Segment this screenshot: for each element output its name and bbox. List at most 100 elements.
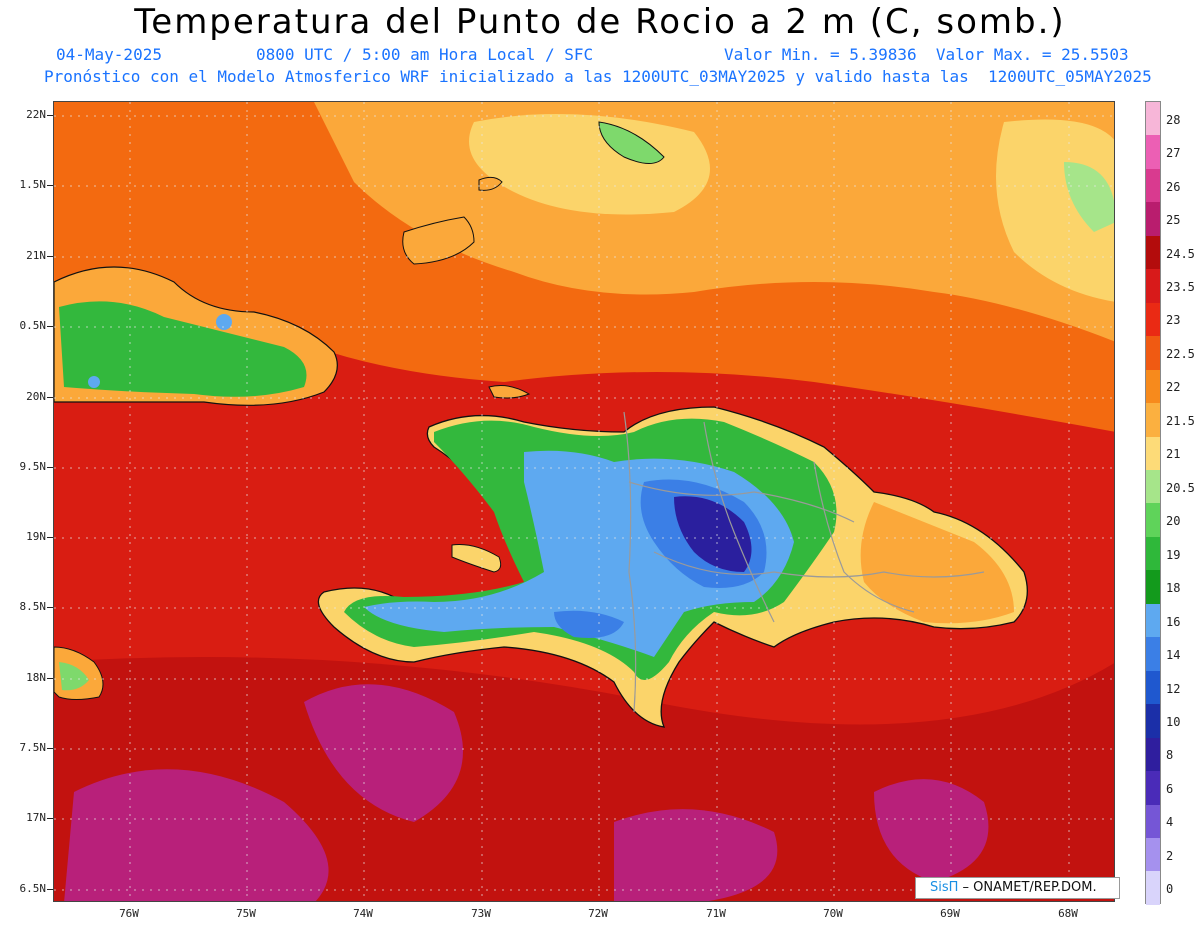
colorbar-swatch: [1146, 771, 1160, 805]
colorbar-swatch: [1146, 670, 1160, 705]
colorbar-label: 28: [1166, 112, 1181, 127]
magenta-patch: [874, 779, 989, 882]
magenta-patch: [304, 684, 463, 822]
colorbar-swatch: [1146, 503, 1160, 537]
model-info: Pronóstico con el Modelo Atmosferico WRF…: [44, 67, 1152, 86]
lat-tick: [47, 818, 53, 819]
sispi-logo: SisΠ: [930, 880, 959, 895]
colorbar-swatch: [1146, 804, 1160, 838]
lon-label: 72W: [588, 907, 608, 920]
lat-label: 1.5N: [19, 178, 47, 191]
colorbar-swatch: [1146, 704, 1160, 738]
credit-text: – ONAMET/REP.DOM.: [958, 880, 1097, 895]
colorbar-swatch: [1146, 737, 1160, 772]
colorbar-swatch: [1146, 536, 1160, 571]
cuba-blue-spot: [216, 314, 232, 330]
colorbar-label: 21.5: [1166, 413, 1195, 428]
colorbar-label: 23: [1166, 313, 1181, 328]
lat-tick: [47, 115, 53, 116]
lat-label: 8.5N: [19, 600, 47, 613]
colorbar-swatch: [1146, 102, 1160, 136]
north-yellow: [469, 114, 710, 215]
colorbar-swatch: [1146, 269, 1160, 303]
jamaica-green: [59, 662, 89, 691]
colorbar-swatch: [1146, 168, 1160, 203]
colorbar-label: 20.5: [1166, 480, 1195, 495]
colorbar-label: 25: [1166, 213, 1181, 228]
colorbar-label: 12: [1166, 681, 1181, 696]
colorbar-label: 23.5: [1166, 280, 1195, 294]
lon-label: 75W: [236, 907, 256, 920]
colorbar-label: 10: [1166, 714, 1181, 729]
lat-tick: [47, 397, 53, 398]
colorbar-label: 24.5: [1166, 246, 1195, 261]
lon-label: 69W: [940, 907, 960, 920]
lat-label: 21N: [26, 249, 46, 262]
colorbar-swatch: [1146, 336, 1160, 370]
colorbar-swatch: [1146, 837, 1160, 872]
colorbar-label: 8: [1166, 748, 1174, 763]
lat-label: 17N: [26, 811, 46, 824]
gonave-island: [451, 544, 502, 573]
colorbar-label: 0: [1166, 882, 1174, 897]
min-max-values: Valor Min. = 5.39836 Valor Max. = 25.550…: [724, 45, 1129, 64]
lat-tick: [47, 889, 53, 890]
colorbar-swatch: [1146, 570, 1160, 604]
turks-caicos: [598, 121, 665, 164]
credit-box: SisΠ – ONAMET/REP.DOM.: [915, 877, 1120, 899]
colorbar-swatch: [1146, 202, 1160, 236]
colorbar-label: 20: [1166, 514, 1181, 529]
colorbar-label: 22: [1166, 380, 1181, 395]
cuba-blue-spot: [88, 376, 100, 388]
colorbar-swatch: [1146, 871, 1160, 905]
colorbar-label: 6: [1166, 781, 1174, 796]
colorbar-label: 16: [1166, 614, 1181, 629]
colorbar-swatch: [1146, 403, 1160, 437]
lat-label: 20N: [26, 390, 46, 403]
magenta-patch: [64, 769, 329, 901]
lon-label: 68W: [1058, 907, 1078, 920]
lat-tick: [47, 467, 53, 468]
lat-tick: [47, 607, 53, 608]
colorbar: [1145, 101, 1161, 905]
lon-label: 71W: [706, 907, 726, 920]
lat-label: 19N: [26, 530, 46, 543]
lat-label: 22N: [26, 108, 46, 121]
map-title: Temperatura del Punto de Rocio a 2 m (C,…: [134, 2, 1066, 42]
lon-label: 70W: [823, 907, 843, 920]
colorbar-label: 26: [1166, 179, 1181, 194]
colorbar-swatch: [1146, 436, 1160, 470]
dewpoint-map: [53, 101, 1115, 902]
lon-label: 74W: [353, 907, 373, 920]
colorbar-label: 18: [1166, 581, 1181, 596]
colorbar-label: 27: [1166, 146, 1181, 161]
lat-tick: [47, 678, 53, 679]
lat-label: 18N: [26, 671, 46, 684]
magenta-patch: [614, 809, 778, 901]
colorbar-label: 21: [1166, 447, 1181, 462]
lat-tick: [47, 185, 53, 186]
colorbar-swatch: [1146, 603, 1160, 638]
lon-label: 73W: [471, 907, 491, 920]
lat-tick: [47, 256, 53, 257]
ne-light-green: [1064, 162, 1114, 232]
lat-label: 0.5N: [19, 319, 47, 332]
lat-tick: [47, 748, 53, 749]
lat-label: 6.5N: [19, 882, 47, 895]
admin-borders: [623, 411, 985, 713]
colorbar-swatch: [1146, 369, 1160, 404]
valid-date: 04-May-2025: [56, 45, 162, 64]
map-canvas: [54, 102, 1114, 901]
colorbar-swatch: [1146, 637, 1160, 671]
colorbar-label: 22.5: [1166, 346, 1195, 361]
colorbar-swatch: [1146, 235, 1160, 270]
cuba-green: [59, 301, 307, 397]
colorbar-label: 4: [1166, 815, 1174, 830]
graticule: [54, 102, 1114, 901]
colorbar-label: 19: [1166, 547, 1181, 562]
lat-label: 7.5N: [19, 741, 47, 754]
colorbar-swatch: [1146, 302, 1160, 337]
colorbar-label: 2: [1166, 848, 1174, 863]
colorbar-swatch: [1146, 469, 1160, 504]
lon-label: 76W: [119, 907, 139, 920]
